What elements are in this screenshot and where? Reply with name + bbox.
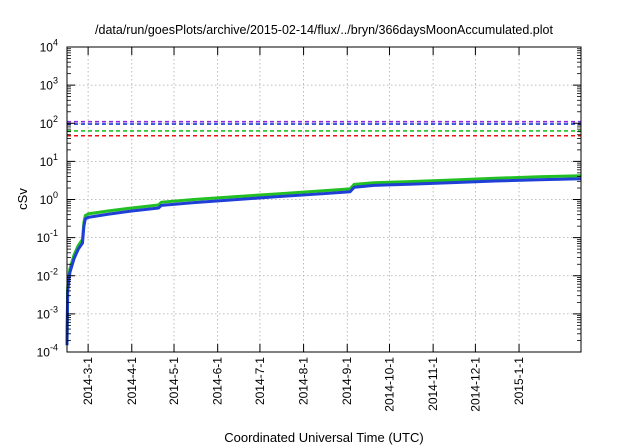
- y-tick-label: 10-1: [37, 228, 58, 245]
- y-tick-label: 103: [40, 76, 58, 93]
- x-tick-label: 2014-7-1: [253, 357, 267, 405]
- y-tick-label: 10-2: [37, 266, 58, 283]
- x-axis-ticks: 2014-3-1 2014-4-1 2014-5-1 2014-6-1 2014-7-1…: [81, 47, 526, 412]
- y-tick-label: 10-4: [37, 343, 58, 360]
- x-tick-label: 2014-4-1: [125, 357, 139, 405]
- x-tick-label: 2014-12-1: [468, 357, 482, 412]
- series-line: [65, 177, 582, 346]
- x-tick-label: 2014-6-1: [211, 357, 225, 405]
- y-axis-ticks: 10-4 10-3 10-2 10-1 100 101 102 103 104: [37, 38, 581, 360]
- y-tick-label: 104: [40, 38, 58, 55]
- threshold-lines: [67, 120, 581, 137]
- x-tick-label: 2014-3-1: [81, 357, 95, 405]
- y-tick-label: 102: [40, 114, 58, 131]
- y-tick-label: 101: [40, 152, 58, 169]
- x-axis-label: Coordinated Universal Time (UTC): [224, 430, 423, 445]
- x-tick-label: 2014-9-1: [340, 357, 354, 405]
- x-tick-label: 2014-11-1: [426, 357, 440, 411]
- x-tick-label: 2015-1-1: [512, 357, 526, 405]
- x-tick-label: 2014-5-1: [167, 357, 181, 405]
- series-lines: [65, 174, 582, 346]
- series-line: [65, 174, 582, 341]
- x-tick-label: 2014-10-1: [382, 357, 396, 412]
- y-tick-label: 100: [40, 190, 58, 207]
- grid: [67, 47, 581, 352]
- x-tick-label: 2014-8-1: [297, 357, 311, 405]
- chart-title: /data/run/goesPlots/archive/2015-02-14/f…: [95, 23, 553, 37]
- y-tick-label: 10-3: [37, 304, 58, 321]
- y-axis-label: cSv: [15, 188, 30, 210]
